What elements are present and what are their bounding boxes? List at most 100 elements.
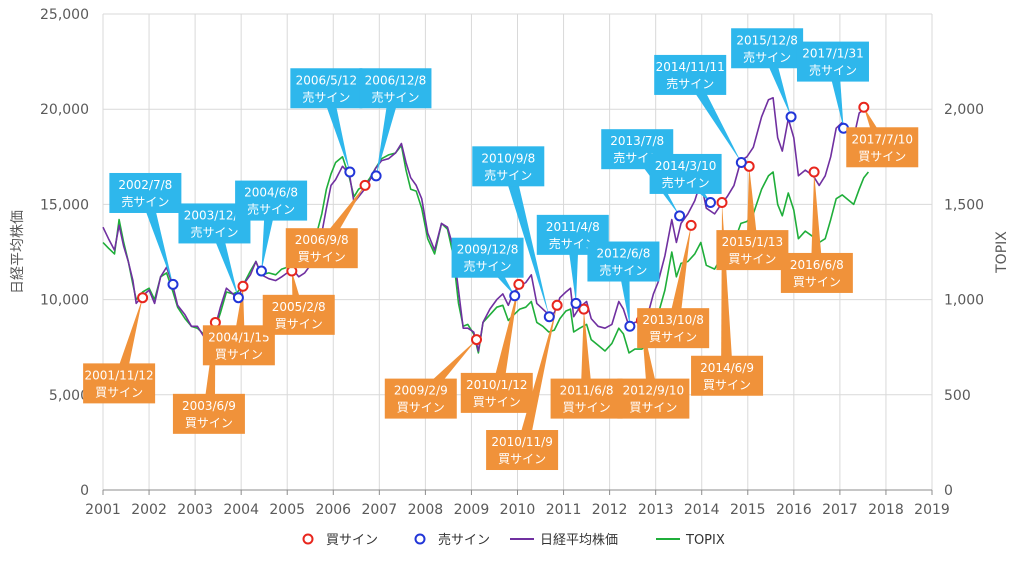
signal-date-label: 2015/1/13 <box>722 235 784 249</box>
signal-callouts: 2001/11/12 買サイン 2003/6/9 買サイン 2004/1/15 買サイン 2… <box>83 28 919 471</box>
sell-signal-marker <box>255 265 267 277</box>
buy-legend-label: 買サイン <box>326 533 378 548</box>
signal-type-label: 売サイン <box>666 76 714 91</box>
x-tick-label: 2002 <box>131 502 167 518</box>
buy-legend-marker <box>302 533 314 545</box>
buy-signal-marker <box>716 196 728 208</box>
buy-signal-callout <box>716 230 789 271</box>
buy-signal-leader <box>113 297 143 385</box>
buy-signal-marker <box>578 303 590 315</box>
buy-signal-callout <box>691 355 764 396</box>
buy-signal-marker <box>808 166 820 178</box>
signal-date-label: 2016/6/8 <box>790 258 844 272</box>
buy-signal-callout <box>172 393 245 434</box>
signal-date-label: 2006/9/8 <box>295 233 349 247</box>
buy-signal-marker <box>471 334 483 346</box>
signal-type-label: 売サイン <box>464 259 512 274</box>
buy-signal-marker <box>858 101 870 113</box>
signal-type-label: 買サイン <box>473 395 521 409</box>
y-left-axis-title: 日経平均株価 <box>10 210 26 294</box>
signal-type-label: 売サイン <box>549 236 597 251</box>
y-right-tick-label: 1,500 <box>944 197 984 213</box>
signal-date-label: 2014/3/10 <box>655 159 717 173</box>
sell-signal-leader <box>139 191 174 285</box>
signal-type-label: 売サイン <box>809 63 857 78</box>
signal-date-label: 2010/9/8 <box>481 151 535 165</box>
signal-type-label: 買サイン <box>793 275 841 289</box>
x-tick-label: 2003 <box>177 502 213 518</box>
buy-signal-callout <box>637 308 710 349</box>
signal-date-label: 2013/7/8 <box>610 134 664 148</box>
signal-type-label: 売サイン <box>484 167 532 182</box>
buy-signal-leader <box>667 225 692 330</box>
sell-signal-callout <box>359 68 432 109</box>
buy-signal-callout <box>550 378 623 419</box>
buy-signal-marker <box>685 219 697 231</box>
signal-type-label: 買サイン <box>498 452 546 466</box>
signal-type-label: 買サイン <box>397 401 445 415</box>
signal-type-label: 買サイン <box>185 416 233 430</box>
y-left-tick-label: 20,000 <box>40 102 89 118</box>
signal-date-label: 2014/11/11 <box>656 60 725 74</box>
signal-type-label: 売サイン <box>121 194 169 209</box>
signal-type-label: 売サイン <box>743 49 791 64</box>
signal-date-label: 2009/12/8 <box>457 243 519 257</box>
buy-signal-leader <box>516 305 558 452</box>
signal-date-label: 2010/1/12 <box>466 378 528 392</box>
sell-signal-callout <box>290 68 363 109</box>
nikkei-legend-label: 日経平均株価 <box>540 533 618 548</box>
buy-signal-leader <box>810 172 823 274</box>
signal-date-label: 2004/1/15 <box>208 330 270 344</box>
sell-signal-callout <box>731 28 804 69</box>
buy-signal-callout <box>384 378 457 419</box>
sell-legend-marker <box>414 533 426 545</box>
signal-type-label: 売サイン <box>247 202 295 217</box>
signal-date-label: 2006/12/8 <box>365 73 427 87</box>
buy-signal-marker <box>237 280 249 292</box>
sell-signal-marker <box>344 166 356 178</box>
buy-signal-callout <box>846 127 919 168</box>
y-left-tick-label: 10,000 <box>40 293 89 309</box>
signal-date-label: 2011/4/8 <box>546 220 600 234</box>
x-tick-label: 2015 <box>730 502 766 518</box>
legend: 買サイン 売サイン 日経平均株価 TOPIX <box>302 532 725 548</box>
signal-type-label: 買サイン <box>728 252 776 266</box>
signal-date-label: 2004/6/8 <box>244 186 298 200</box>
buy-signal-marker <box>551 299 563 311</box>
signal-type-label: 売サイン <box>662 175 710 190</box>
signal-type-label: 売サイン <box>371 89 419 104</box>
x-tick-label: 2006 <box>315 502 351 518</box>
signal-date-label: 2012/9/10 <box>623 384 685 398</box>
buy-signal-marker <box>137 292 149 304</box>
sell-signal-marker <box>370 170 382 182</box>
signal-type-label: 売サイン <box>599 263 647 278</box>
sell-signal-marker <box>543 311 555 323</box>
signal-date-label: 2010/11/9 <box>491 435 553 449</box>
x-tick-label: 2009 <box>454 502 490 518</box>
signal-date-label: 2014/6/9 <box>700 361 754 375</box>
signal-date-label: 2017/1/31 <box>802 47 864 61</box>
x-tick-label: 2012 <box>592 502 628 518</box>
buy-signal-callout <box>83 363 156 404</box>
topix-series-line <box>102 144 870 354</box>
buy-signal-callout <box>617 378 690 419</box>
x-tick-label: 2007 <box>362 502 398 518</box>
sell-signal-leader <box>502 164 550 317</box>
buy-signal-callout <box>285 228 358 269</box>
signal-date-label: 2003/12/8 <box>184 208 246 222</box>
signal-date-label: 2017/7/10 <box>851 132 913 146</box>
buy-signal-callout <box>486 430 559 471</box>
sell-signal-callout <box>451 237 524 278</box>
sell-signal-marker <box>735 157 747 169</box>
sell-signal-callout <box>472 146 545 187</box>
buy-signal-callout <box>780 252 853 293</box>
sell-signal-marker <box>704 196 716 208</box>
signal-markers <box>137 101 870 346</box>
sell-signal-callout <box>654 54 727 95</box>
x-tick-label: 2013 <box>638 502 674 518</box>
x-tick-label: 2005 <box>269 502 305 518</box>
signal-date-label: 2002/7/8 <box>118 178 172 192</box>
sell-signal-marker <box>570 297 582 309</box>
